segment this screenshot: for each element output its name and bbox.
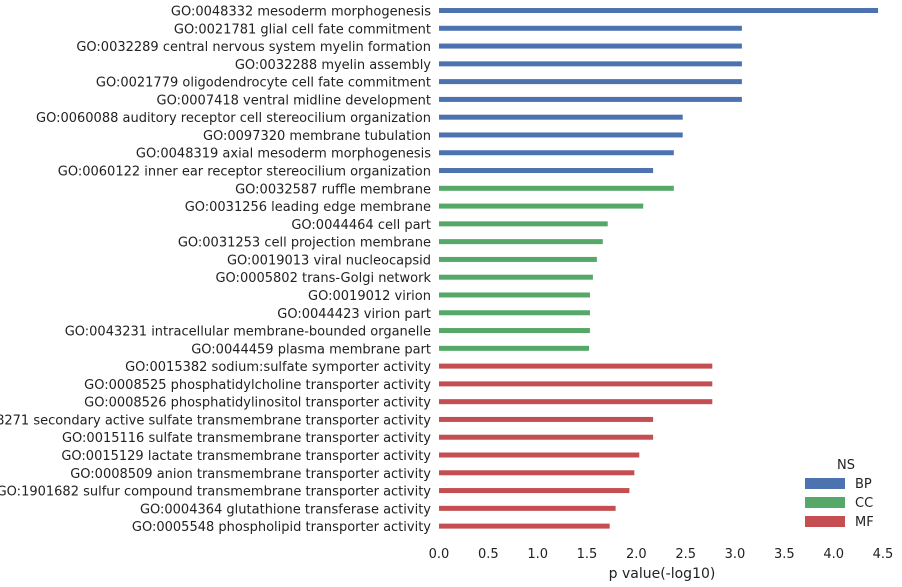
category-label: GO:0097320 membrane tubulation bbox=[203, 129, 431, 144]
x-tick-label: 2.0 bbox=[626, 547, 647, 562]
bar bbox=[439, 256, 597, 262]
x-tick-labels-group: 0.0 0.5 1.0 1.5 2.0 2.5 3.0 3.5 4.0 4.5 bbox=[429, 547, 894, 562]
legend-swatch bbox=[805, 516, 845, 527]
bar bbox=[439, 239, 603, 245]
x-tick-label: 1.0 bbox=[527, 547, 548, 562]
category-label: GO:0008525 phosphatidylcholine transport… bbox=[84, 378, 431, 393]
bar bbox=[439, 274, 593, 280]
bar bbox=[439, 185, 674, 191]
category-label: GO:0004364 glutathione transferase activ… bbox=[140, 502, 431, 517]
bar bbox=[439, 328, 590, 334]
category-label: GO:0015382 sodium:sulfate symporter acti… bbox=[125, 360, 431, 375]
category-label: GO:0015129 lactate transmembrane transpo… bbox=[61, 449, 431, 464]
bar bbox=[439, 381, 713, 387]
x-tick-label: 3.5 bbox=[774, 547, 795, 562]
bars-group bbox=[439, 8, 879, 529]
bar bbox=[439, 79, 742, 85]
bar bbox=[439, 452, 640, 458]
x-axis-label: p value(-log10) bbox=[609, 566, 716, 582]
bar bbox=[439, 203, 644, 209]
bar bbox=[439, 416, 654, 422]
category-label: GO:0008509 anion transmembrane transport… bbox=[70, 467, 431, 482]
bar bbox=[439, 114, 683, 120]
bar bbox=[439, 505, 616, 511]
category-label: GO:0031256 leading edge membrane bbox=[185, 200, 431, 215]
category-label: GO:0032288 myelin assembly bbox=[235, 58, 431, 73]
legend-swatch bbox=[805, 478, 845, 489]
bar bbox=[439, 221, 608, 227]
bar bbox=[439, 150, 674, 156]
bar bbox=[439, 399, 713, 405]
bar bbox=[439, 168, 654, 174]
category-label: GO:0021779 oligodendrocyte cell fate com… bbox=[96, 76, 431, 91]
bar bbox=[439, 292, 590, 298]
category-label: GO:0031253 cell projection membrane bbox=[178, 236, 431, 251]
x-tick-label: 2.5 bbox=[675, 547, 696, 562]
bar bbox=[439, 96, 742, 102]
x-tick-label: 0.5 bbox=[478, 547, 499, 562]
category-label: GO:1901682 sulfur compound transmembrane… bbox=[0, 485, 431, 500]
bar bbox=[439, 523, 610, 529]
bar bbox=[439, 8, 879, 13]
category-label: GO:0007418 ventral midline development bbox=[157, 93, 431, 108]
bar bbox=[439, 132, 683, 138]
category-label: GO:0060122 inner ear receptor stereocili… bbox=[58, 165, 431, 180]
category-label: GO:0044459 plasma membrane part bbox=[191, 342, 431, 357]
category-label: GO:0008526 phosphatidylinositol transpor… bbox=[84, 396, 431, 411]
bar bbox=[439, 470, 635, 476]
legend-label: CC bbox=[855, 496, 873, 511]
bar bbox=[439, 61, 742, 67]
x-tick-label: 1.5 bbox=[577, 547, 598, 562]
bar bbox=[439, 43, 742, 49]
bar bbox=[439, 363, 713, 369]
category-label: GO:0019012 virion bbox=[308, 289, 431, 304]
category-label: GO:0015116 sulfate transmembrane transpo… bbox=[62, 431, 431, 446]
category-label: GO:0005802 trans-Golgi network bbox=[215, 271, 431, 286]
bar bbox=[439, 345, 589, 351]
bar bbox=[439, 310, 590, 316]
x-tick-label: 0.0 bbox=[429, 547, 450, 562]
x-tick-label: 4.5 bbox=[873, 547, 894, 562]
category-label: GO:0048319 axial mesoderm morphogenesis bbox=[136, 147, 431, 162]
category-label: GO:0060088 auditory receptor cell stereo… bbox=[36, 111, 431, 126]
category-label: GO:0032289 central nervous system myelin… bbox=[76, 40, 431, 55]
legend-title: NS bbox=[837, 458, 855, 473]
category-label: GO:0044423 virion part bbox=[277, 307, 431, 322]
category-label: GO:0044464 cell part bbox=[291, 218, 431, 233]
category-label: GO:0005548 phospholipid transporter acti… bbox=[132, 520, 431, 535]
category-label: GO:0043231 intracellular membrane-bounde… bbox=[65, 325, 431, 340]
category-label: GO:0048332 mesoderm morphogenesis bbox=[171, 5, 431, 20]
category-label: GO:0019013 viral nucleocapsid bbox=[227, 253, 431, 268]
x-tick-label: 4.0 bbox=[823, 547, 844, 562]
category-label: GO:0021781 glial cell fate commitment bbox=[174, 22, 431, 37]
legend-swatch bbox=[805, 497, 845, 508]
category-label: GO:0032587 ruffle membrane bbox=[235, 182, 431, 197]
bar bbox=[439, 434, 654, 440]
legend-label: MF bbox=[855, 515, 874, 530]
bar bbox=[439, 488, 630, 494]
category-labels-group: GO:0048332 mesoderm morphogenesis GO:0021… bbox=[0, 5, 431, 536]
x-tick-label: 3.0 bbox=[725, 547, 746, 562]
legend-label: BP bbox=[855, 477, 872, 492]
bar bbox=[439, 25, 742, 31]
category-label: GO:0008271 secondary active sulfate tran… bbox=[0, 413, 431, 428]
